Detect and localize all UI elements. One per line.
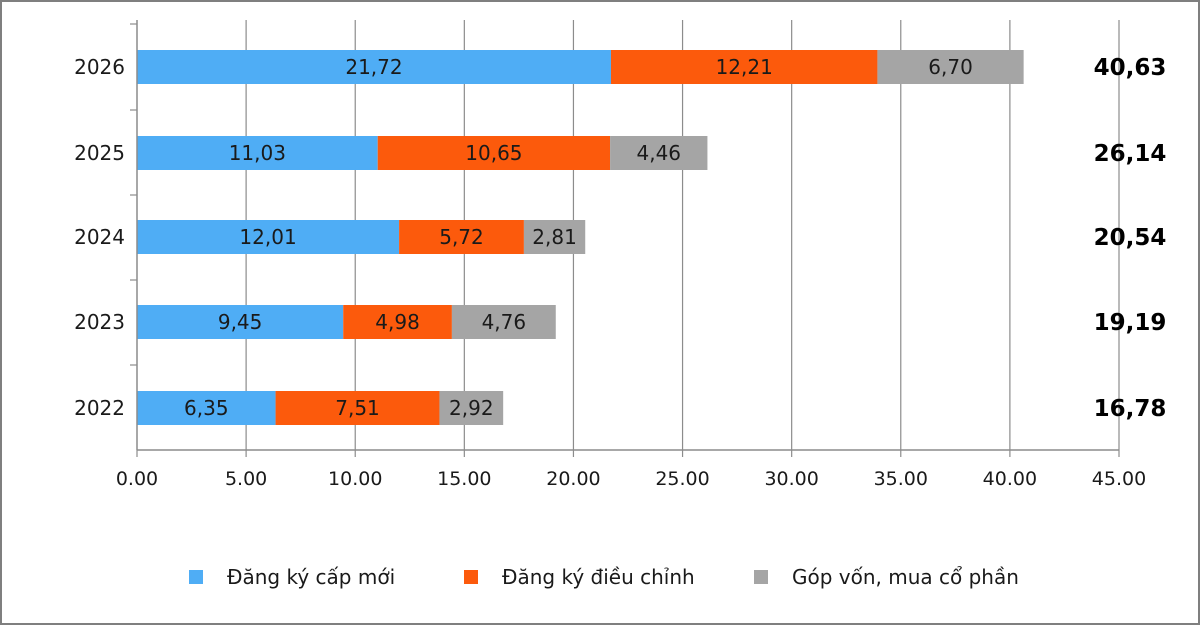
legend-swatch: [754, 570, 768, 584]
bar-segment: [137, 391, 276, 425]
category-label: 2025: [74, 141, 125, 165]
category-label: 2023: [74, 310, 125, 334]
legend: Đăng ký cấp mới Đăng ký điều chỉnh Góp vốn…: [189, 565, 1019, 589]
bar-value-label: 21,72: [345, 55, 402, 79]
bar-segment: [343, 305, 452, 339]
x-tick-label: 15.00: [437, 468, 491, 490]
bar-segment: [439, 391, 504, 425]
x-tick-label: 0.00: [116, 468, 158, 490]
bar-value-label: 2,81: [532, 225, 577, 249]
bar-segment: [451, 305, 556, 339]
bar-segment: [399, 220, 524, 254]
bar-value-label: 6,35: [184, 396, 229, 420]
bar-segment: [877, 50, 1024, 84]
total-label: 19,19: [1094, 310, 1167, 336]
bar-segment: [610, 136, 708, 170]
legend-label: Góp vốn, mua cổ phần: [792, 565, 1019, 589]
bar-segment: [137, 50, 611, 84]
x-tick-label: 25.00: [655, 468, 709, 490]
bar-segment: [377, 136, 611, 170]
x-tick-label: 5.00: [225, 468, 267, 490]
bar-value-label: 7,51: [335, 396, 380, 420]
bar-value-label: 6,70: [928, 55, 973, 79]
legend-label: Đăng ký cấp mới: [227, 565, 395, 589]
bar-value-label: 12,21: [716, 55, 773, 79]
total-label: 40,63: [1094, 55, 1167, 81]
x-tick-label: 40.00: [983, 468, 1037, 490]
x-tick-label: 20.00: [546, 468, 600, 490]
bar-value-label: 5,72: [439, 225, 484, 249]
x-tick-label: 45.00: [1092, 468, 1146, 490]
bar-value-label: 4,46: [637, 141, 682, 165]
bar-value-label: 11,03: [229, 141, 286, 165]
total-label: 16,78: [1094, 396, 1167, 422]
category-label: 2024: [74, 225, 125, 249]
legend-swatch: [189, 570, 203, 584]
bar-value-label: 2,92: [449, 396, 494, 420]
axes: 0.00 5.00 10.00 15.00 20.00 25.00 30.00 35.00 40…: [74, 20, 1146, 490]
bar-segment: [137, 136, 378, 170]
bar-value-label: 10,65: [465, 141, 522, 165]
total-label: 26,14: [1094, 141, 1167, 167]
bar-segment: [275, 391, 440, 425]
legend-swatch: [464, 570, 478, 584]
gridlines: [245, 20, 1120, 450]
bar-value-label: 12,01: [239, 225, 296, 249]
total-label: 20,54: [1094, 225, 1167, 251]
bar-value-label: 4,98: [375, 310, 420, 334]
bar-segment: [137, 220, 400, 254]
bar-value-label: 9,45: [218, 310, 263, 334]
data-labels: 21,72 12,21 6,70 40,63 11,03 10,65 4,46 26,14 12…: [184, 55, 1166, 422]
category-label: 2022: [74, 396, 125, 420]
bar-segments: [137, 50, 1024, 425]
x-tick-label: 30.00: [764, 468, 818, 490]
legend-label: Đăng ký điều chỉnh: [502, 565, 695, 589]
x-tick-label: 10.00: [328, 468, 382, 490]
category-label: 2026: [74, 55, 125, 79]
bar-segment: [137, 305, 344, 339]
bar-segment: [523, 220, 586, 254]
bar-value-label: 4,76: [482, 310, 527, 334]
bar-segment: [610, 50, 878, 84]
x-tick-label: 35.00: [874, 468, 928, 490]
